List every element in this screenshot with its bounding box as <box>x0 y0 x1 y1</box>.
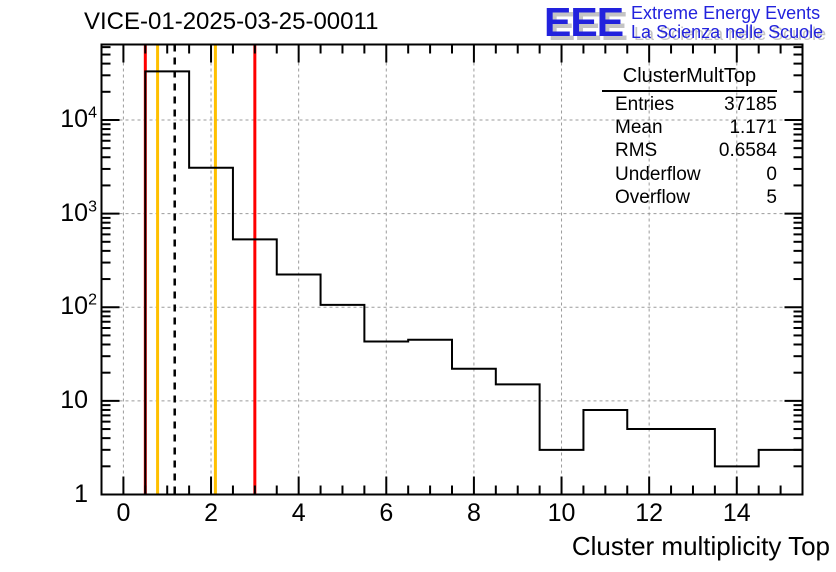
x-axis-title: Cluster multiplicity Top <box>571 531 830 561</box>
stats-box-title: ClusterMultTop <box>602 66 777 92</box>
stats-row-value: 0.6584 <box>718 140 777 162</box>
logo-line-2: La Scienza nelle Scuole <box>631 22 824 42</box>
y-tick-exponent: 4 <box>88 104 97 122</box>
x-axis-tick-label: 14 <box>722 499 751 527</box>
stats-row: RMS 0.6584 <box>602 139 777 162</box>
y-tick-exponent: 3 <box>88 198 97 216</box>
logo-text: Extreme Energy Events La Scienza nelle S… <box>631 2 823 42</box>
x-axis-tick-label: 4 <box>291 499 306 527</box>
stats-row-label: Entries <box>615 94 675 115</box>
stats-row: Entries 37185 <box>602 93 777 116</box>
stats-row: Mean 1.171 <box>602 116 777 139</box>
stats-box: ClusterMultTop Entries 37185 Mean 1.171 RMS 0… <box>602 66 777 209</box>
x-axis-tick-label: 12 <box>635 499 664 527</box>
stats-row-label: Overflow <box>615 186 690 208</box>
stats-row-label: RMS <box>615 140 658 162</box>
page-title: VICE-01-2025-03-25-00011 <box>84 8 379 35</box>
x-axis-tick-label: 0 <box>116 499 131 527</box>
y-axis-tick-label: 10 <box>60 385 88 414</box>
logo-line-1: Extreme Energy Events <box>631 3 821 23</box>
y-axis-tick-label: 102 <box>60 291 97 321</box>
stats-row: Overflow 5 <box>602 186 777 209</box>
stats-row-value: 37185 <box>724 94 777 115</box>
logo-acronym: EEE <box>544 0 624 45</box>
axis-ticks <box>101 44 803 495</box>
y-axis-tick-label: 1 <box>74 479 88 508</box>
y-tick-exponent: 2 <box>88 291 97 309</box>
stats-rows: Entries 37185 Mean 1.171 RMS 0.6584 Underflow 0… <box>602 92 777 209</box>
stats-row-value: 1.171 <box>729 117 777 139</box>
x-axis-tick-label: 2 <box>204 499 218 527</box>
x-axis-tick-label: 6 <box>379 499 394 527</box>
histogram-steps <box>101 70 804 496</box>
stats-row-value: 0 <box>766 163 777 185</box>
stats-row: Underflow 0 <box>602 163 777 186</box>
eee-logo: EEE Extreme Energy Events La Scienza nel… <box>544 0 823 45</box>
y-axis-tick-label: 104 <box>60 104 97 133</box>
x-axis-tick-label: 8 <box>466 499 481 527</box>
stats-row-label: Mean <box>615 117 663 139</box>
stats-row-value: 5 <box>766 186 777 208</box>
marker-lines <box>143 44 257 495</box>
y-axis-tick-label: 103 <box>60 198 97 227</box>
grid-lines <box>101 44 803 495</box>
x-axis-tick-label: 10 <box>547 499 576 527</box>
stats-row-label: Underflow <box>615 163 701 185</box>
